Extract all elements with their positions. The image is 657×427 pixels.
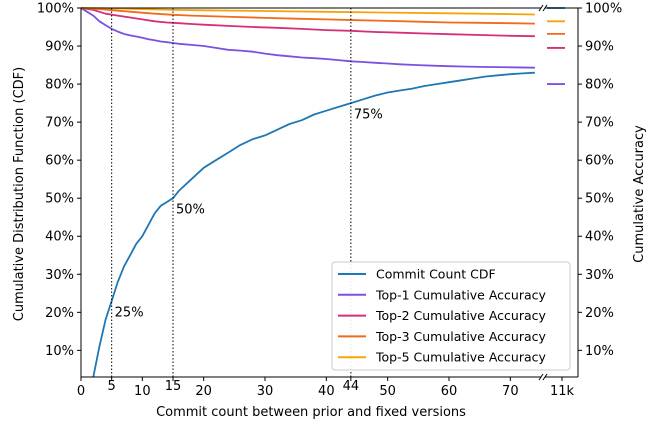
legend-label-1: Commit Count CDF [376,267,496,282]
x-tick-label: 10 [134,384,151,399]
legend-label-3: Top-2 Cumulative Accuracy [375,308,547,323]
x-tick-label-extra: 44 [343,379,360,394]
y-axis-title-left: Cumulative Distribution Function (CDF) [12,67,27,321]
series-lines [80,7,535,378]
y-tick-label-left: 60% [45,154,74,169]
break-mark-a-1 [538,373,544,381]
y-tick-label-right: 90% [585,40,614,55]
legend-label-4: Top-3 Cumulative Accuracy [375,329,547,344]
y-tick-label-right: 40% [585,230,614,245]
y-tick-label-left: 30% [45,268,74,283]
x-tick-label-extra: 15 [165,379,182,394]
x-tick-label: 40 [318,384,335,399]
y-tick-label-left: 100% [37,2,74,17]
series-line-2 [80,7,535,69]
y-tick-label-right: 100% [585,2,622,17]
reference-vlines [111,8,352,377]
x-tick-label-break: 11k [550,384,575,399]
x-tick-label: 20 [195,384,212,399]
legend: Commit Count CDF Top-1 Cumulative Accurac… [331,261,571,371]
x-tick-label: 60 [441,384,458,399]
series-line-4 [80,7,535,25]
y-tick-label-left: 70% [45,116,74,131]
x-tick-label: 30 [257,384,274,399]
annotation-2: 50% [176,203,205,218]
x-tick-label: 0 [77,384,85,399]
ticks: 10% 10% 20% 20% 30% 30% 40% 40% 50% 50% 60% 60% 70% 7… [37,2,622,400]
axes [80,4,579,381]
y-tick-label-left: 80% [45,78,74,93]
y-tick-label-right: 30% [585,268,614,283]
y-tick-label-right: 70% [585,116,614,131]
x-axis-title: Commit count between prior and fixed ver… [156,405,466,420]
y-tick-label-left: 10% [45,344,74,359]
y-tick-label-right: 10% [585,344,614,359]
annotation-1: 25% [115,305,144,320]
x-tick-label: 50 [379,384,396,399]
series-line-1 [92,71,535,378]
y-axis-title-right: Cumulative Accuracy [632,125,647,263]
y-tick-label-right: 80% [585,78,614,93]
break-mark-a-0 [538,4,544,12]
x-tick-label: 70 [502,384,519,399]
y-tick-label-left: 50% [45,192,74,207]
legend-box [331,261,571,371]
y-tick-label-right: 50% [585,192,614,207]
y-tick-label-left: 90% [45,40,74,55]
legend-label-5: Top-5 Cumulative Accuracy [375,350,547,365]
break-mark-b-0 [542,4,548,12]
y-tick-label-right: 20% [585,306,614,321]
series-line-3 [80,7,535,38]
y-tick-label-left: 40% [45,230,74,245]
y-tick-label-left: 20% [45,306,74,321]
series-line-5 [80,7,535,16]
legend-label-2: Top-1 Cumulative Accuracy [375,287,547,302]
break-mark-b-1 [542,373,548,381]
axis-break-segments [547,7,565,85]
x-tick-label-extra: 5 [108,379,116,394]
annotations: 25% 50% 75% [115,108,383,321]
annotation-3: 75% [354,108,383,123]
y-tick-label-right: 60% [585,154,614,169]
